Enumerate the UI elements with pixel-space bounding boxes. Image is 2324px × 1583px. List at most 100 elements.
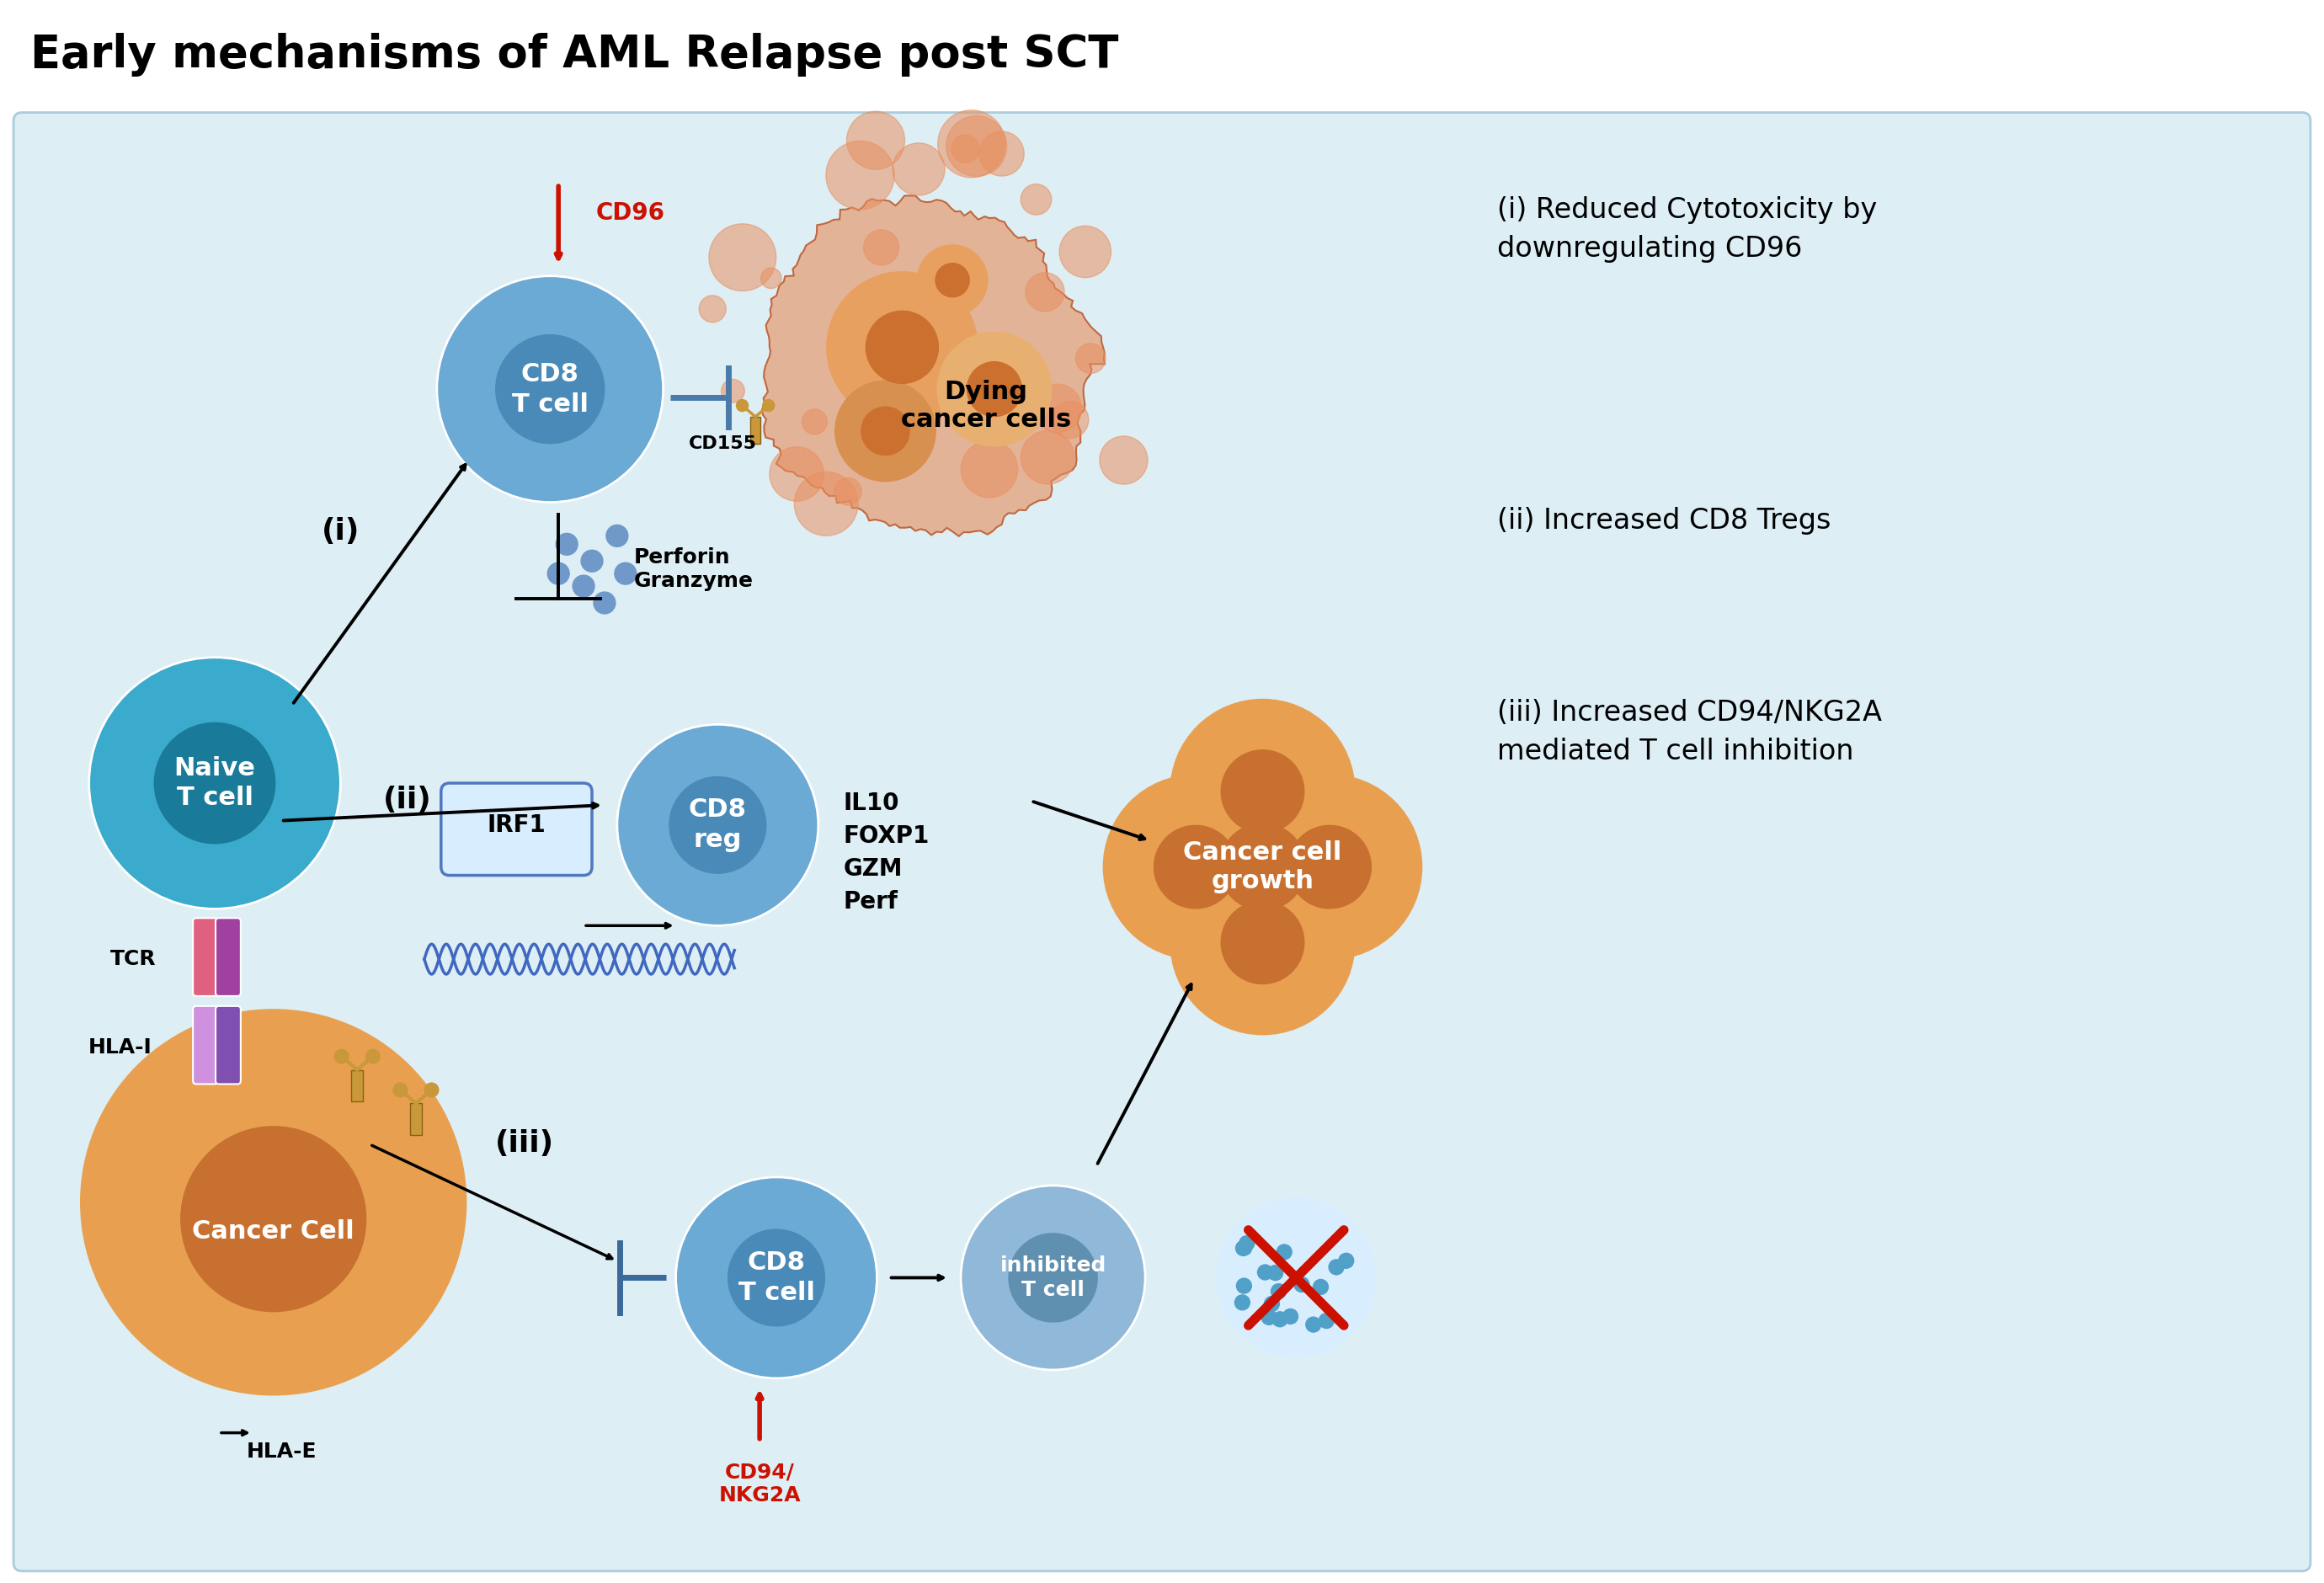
Text: TCR: TCR [109,950,156,969]
Circle shape [802,408,827,434]
Circle shape [867,310,939,383]
Circle shape [676,1178,876,1379]
Circle shape [937,332,1050,446]
Circle shape [1104,774,1287,959]
Circle shape [1234,1295,1250,1311]
Circle shape [1276,1244,1292,1260]
Text: Dying
cancer cells: Dying cancer cells [902,380,1071,432]
Text: (iii) Increased CD94/NKG2A
mediated T cell inhibition: (iii) Increased CD94/NKG2A mediated T ce… [1497,700,1882,766]
Circle shape [393,1083,407,1097]
Circle shape [962,440,1018,497]
Circle shape [834,382,937,481]
Circle shape [1236,774,1422,959]
Circle shape [1306,1317,1320,1333]
Circle shape [1009,1233,1097,1322]
Circle shape [593,592,616,614]
Text: CD94/
NKG2A: CD94/ NKG2A [718,1463,802,1505]
Circle shape [1264,1296,1278,1311]
Circle shape [495,334,604,443]
Text: Perforin
Granzyme: Perforin Granzyme [634,548,753,590]
Circle shape [1262,1309,1276,1325]
Text: inhibited
T cell: inhibited T cell [999,1255,1106,1300]
Circle shape [1171,700,1355,883]
Text: Early mechanisms of AML Relapse post SCT: Early mechanisms of AML Relapse post SCT [30,33,1118,76]
Circle shape [769,446,823,502]
Circle shape [365,1050,379,1064]
Circle shape [951,135,978,163]
Circle shape [1155,825,1236,909]
Text: HLA-I: HLA-I [88,1037,151,1057]
FancyBboxPatch shape [193,918,218,996]
Circle shape [1329,1260,1343,1274]
Text: IL10
FOXP1
GZM
Perf: IL10 FOXP1 GZM Perf [844,792,930,913]
Circle shape [425,1083,439,1097]
Circle shape [846,111,904,169]
Text: (ii): (ii) [383,785,432,814]
Circle shape [1294,1277,1308,1292]
Text: HLA-E: HLA-E [246,1441,316,1461]
Circle shape [1269,1265,1283,1281]
Text: CD8
reg: CD8 reg [688,798,746,852]
Circle shape [1020,184,1050,215]
Circle shape [1239,1236,1255,1251]
Circle shape [760,268,781,288]
Circle shape [548,562,569,584]
Circle shape [727,1230,825,1327]
Bar [351,1070,363,1102]
Text: (ii) Increased CD8 Tregs: (ii) Increased CD8 Tregs [1497,507,1831,535]
Text: Cancer cell
growth: Cancer cell growth [1183,841,1341,893]
Circle shape [1060,226,1111,277]
Circle shape [1050,400,1088,438]
Circle shape [834,478,862,505]
Circle shape [795,472,858,535]
Circle shape [1220,823,1306,910]
Circle shape [1171,850,1355,1035]
Text: (i) Reduced Cytotoxicity by
downregulating CD96: (i) Reduced Cytotoxicity by downregulati… [1497,196,1878,263]
Circle shape [572,575,595,597]
Bar [409,1103,421,1135]
FancyBboxPatch shape [442,784,593,875]
FancyBboxPatch shape [216,918,242,996]
Circle shape [607,526,627,546]
Circle shape [892,142,946,195]
FancyBboxPatch shape [14,112,2310,1570]
Circle shape [1220,901,1304,985]
Text: CD8
T cell: CD8 T cell [511,363,588,416]
Circle shape [1025,272,1064,312]
Text: (iii): (iii) [495,1129,555,1157]
Text: Cancer Cell: Cancer Cell [193,1219,356,1244]
Circle shape [960,1186,1146,1369]
Circle shape [946,116,1006,176]
Circle shape [81,1010,467,1395]
Circle shape [1271,1284,1285,1300]
Text: CD96: CD96 [597,201,665,225]
Circle shape [669,777,767,874]
Circle shape [865,230,899,264]
Circle shape [1287,825,1371,909]
FancyBboxPatch shape [216,1007,242,1084]
Circle shape [862,407,909,456]
Circle shape [88,657,342,909]
Text: Naive
T cell: Naive T cell [174,755,256,810]
Circle shape [1271,1312,1287,1327]
Circle shape [1320,1314,1334,1328]
Circle shape [720,380,744,402]
Circle shape [1236,1241,1250,1255]
Circle shape [1313,1279,1329,1295]
Circle shape [1339,1254,1355,1268]
Circle shape [1020,431,1074,484]
Circle shape [1167,771,1360,964]
Circle shape [1220,750,1304,833]
Circle shape [967,363,1023,416]
Circle shape [581,549,602,571]
Circle shape [1215,1198,1376,1357]
Polygon shape [762,196,1104,537]
Circle shape [1099,437,1148,484]
Circle shape [825,141,895,209]
Circle shape [1283,1309,1299,1323]
Bar [751,416,760,443]
Circle shape [1236,1279,1253,1293]
Circle shape [614,562,637,584]
Circle shape [918,245,988,315]
Circle shape [437,275,662,502]
